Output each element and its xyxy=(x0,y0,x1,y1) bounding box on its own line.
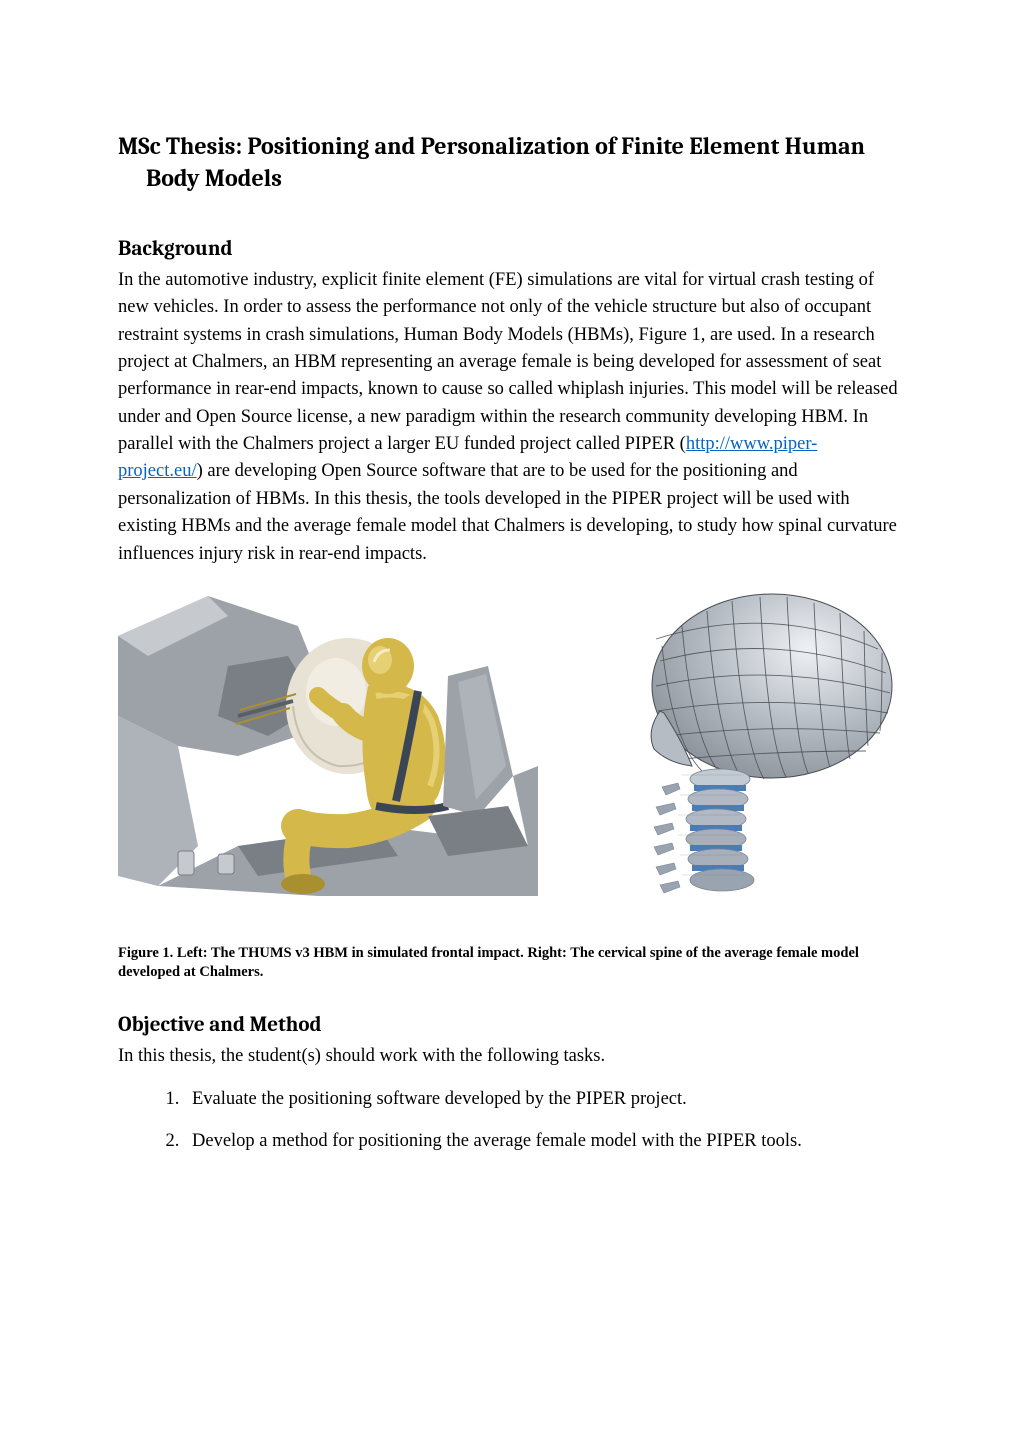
figure-caption: Figure 1. Left: The THUMS v3 HBM in simu… xyxy=(118,944,902,983)
figure-left-crash-sim xyxy=(118,596,538,906)
task-item: Develop a method for positioning the ave… xyxy=(184,1128,902,1156)
figure-right-spine-mesh xyxy=(582,591,902,911)
background-text-after: ) are developing Open Source software th… xyxy=(118,461,897,563)
task-item: Evaluate the positioning software develo… xyxy=(184,1086,902,1114)
objective-intro: In this thesis, the student(s) should wo… xyxy=(118,1043,902,1070)
background-paragraph: In the automotive industry, explicit fin… xyxy=(118,267,902,568)
figure-1 xyxy=(118,586,902,916)
background-heading: Background xyxy=(118,237,902,261)
page-title: MSc Thesis: Positioning and Personalizat… xyxy=(146,130,902,195)
task-list: Evaluate the positioning software develo… xyxy=(184,1086,902,1156)
background-text-before: In the automotive industry, explicit fin… xyxy=(118,270,898,454)
objective-heading: Objective and Method xyxy=(118,1013,902,1037)
